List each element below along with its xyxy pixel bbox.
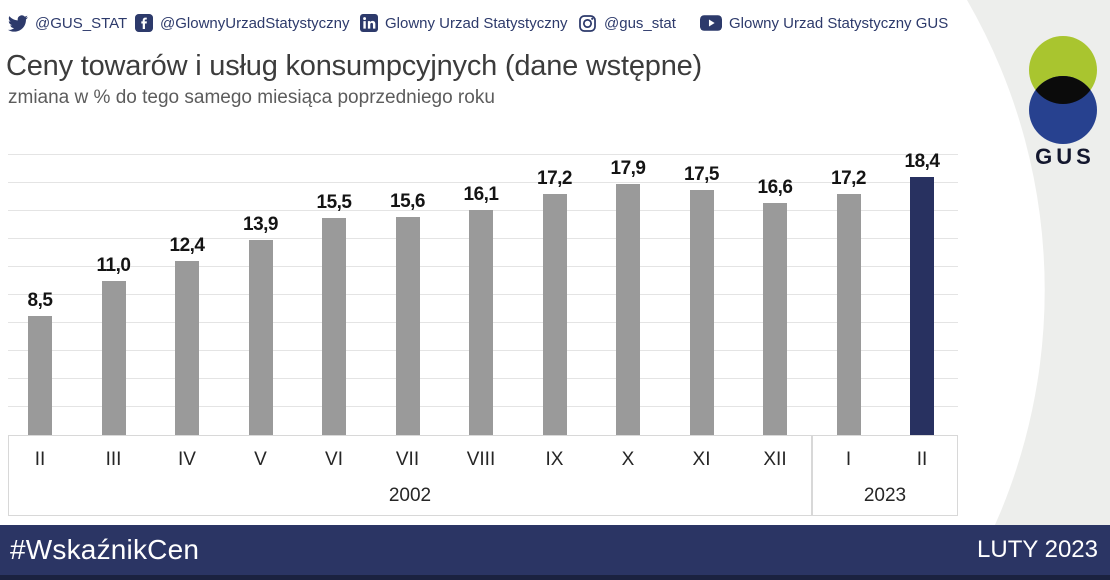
bar-value-label: 8,5 <box>27 290 53 311</box>
logo-intersection <box>1029 76 1097 104</box>
logo-text: GUS <box>1035 144 1095 169</box>
footer-band: #WskaźnikCen LUTY 2023 <box>0 525 1110 580</box>
x-tick-label: VII <box>395 449 420 470</box>
x-tick-label: VIII <box>466 449 496 470</box>
x-tick-label: V <box>254 449 267 470</box>
bar-value-label: 12,4 <box>169 235 205 256</box>
page-title: Ceny towarów i usług konsumpcyjnych (dan… <box>6 50 703 82</box>
bar-value-label: 16,1 <box>463 184 499 205</box>
bar-chart: 8,5 11,0 12,4 13,9 15,5 15,6 16,1 17,2 17,9 17,5 1… <box>8 135 958 520</box>
x-tick-label: III <box>105 449 122 470</box>
bar-value-label: 18,4 <box>904 151 940 172</box>
x-tick-label: IX <box>545 449 564 470</box>
youtube-icon <box>700 15 722 31</box>
social-label: @gus_stat <box>604 14 676 32</box>
x-tick-label: X <box>621 449 635 470</box>
bar-II <box>910 177 934 435</box>
social-bar: @GUS_STAT @GlownyUrzadStatystyczny Glown… <box>0 11 960 35</box>
bar-value-label: 17,2 <box>537 168 572 189</box>
bar-value-label: 15,6 <box>390 191 425 212</box>
year-label: 2023 <box>863 485 907 506</box>
x-tick-label: XII <box>763 449 787 470</box>
social-link-instagram[interactable]: @gus_stat <box>578 11 676 35</box>
twitter-icon <box>8 14 28 32</box>
bar-VI <box>322 218 346 435</box>
x-tick-label: II <box>34 449 46 470</box>
linkedin-icon <box>360 14 378 32</box>
bar-XII <box>763 203 787 435</box>
social-label: Glowny Urzad Statystyczny GUS <box>729 14 949 32</box>
bar-X <box>616 184 640 435</box>
bar-value-label: 15,5 <box>316 192 352 213</box>
social-link-youtube[interactable]: Glowny Urzad Statystyczny GUS <box>700 11 948 35</box>
social-label: @GUS_STAT <box>35 14 128 32</box>
bar-value-label: 17,9 <box>610 158 646 179</box>
social-link-facebook[interactable]: @GlownyUrzadStatystyczny <box>135 11 349 35</box>
year-label: 2002 <box>388 485 432 506</box>
bar-III <box>101 281 126 435</box>
bar-value-label: 17,5 <box>684 164 719 185</box>
bar-value-label: 17,2 <box>831 168 866 189</box>
bar-value-label: 16,6 <box>757 177 793 198</box>
gridline <box>8 182 958 183</box>
social-link-twitter[interactable]: @GUS_STAT <box>8 11 127 35</box>
facebook-icon <box>135 14 153 32</box>
social-link-linkedin[interactable]: Glowny Urzad Statystyczny <box>360 11 568 35</box>
bar-VII <box>395 217 420 435</box>
social-label: Glowny Urzad Statystyczny <box>385 14 568 32</box>
x-tick-label: IV <box>178 449 196 470</box>
x-tick-label: I <box>845 449 852 470</box>
plot-area: 8,5 11,0 12,4 13,9 15,5 15,6 16,1 17,2 17,9 17,5 1… <box>8 135 958 435</box>
bar-value-label: 11,0 <box>96 255 131 276</box>
bar-V <box>248 240 273 435</box>
gridline <box>8 154 958 155</box>
gus-logo <box>1029 36 1097 144</box>
year-group-box-2002 <box>8 435 812 516</box>
bar-II <box>28 316 52 435</box>
x-axis-band: II III IV V VI VII VIII IX X XI XII I II 2002 2023 <box>8 435 958 518</box>
bar-IX <box>542 194 567 435</box>
x-tick-label: II <box>916 449 928 470</box>
bar-I <box>836 194 861 435</box>
bar-XI <box>689 190 714 435</box>
bar-VIII <box>469 210 493 435</box>
bar-IV <box>175 261 199 435</box>
footer-period: LUTY 2023 <box>977 536 1098 563</box>
social-label: @GlownyUrzadStatystyczny <box>160 14 350 32</box>
page-subtitle: zmiana w % do tego samego miesiąca poprz… <box>8 87 495 108</box>
footer-hashtag: #WskaźnikCen <box>10 534 200 565</box>
instagram-icon <box>578 14 597 33</box>
x-tick-label: XI <box>692 449 711 470</box>
bar-value-label: 13,9 <box>243 214 278 235</box>
x-tick-label: VI <box>325 449 343 470</box>
year-group-box-2023 <box>812 435 958 516</box>
